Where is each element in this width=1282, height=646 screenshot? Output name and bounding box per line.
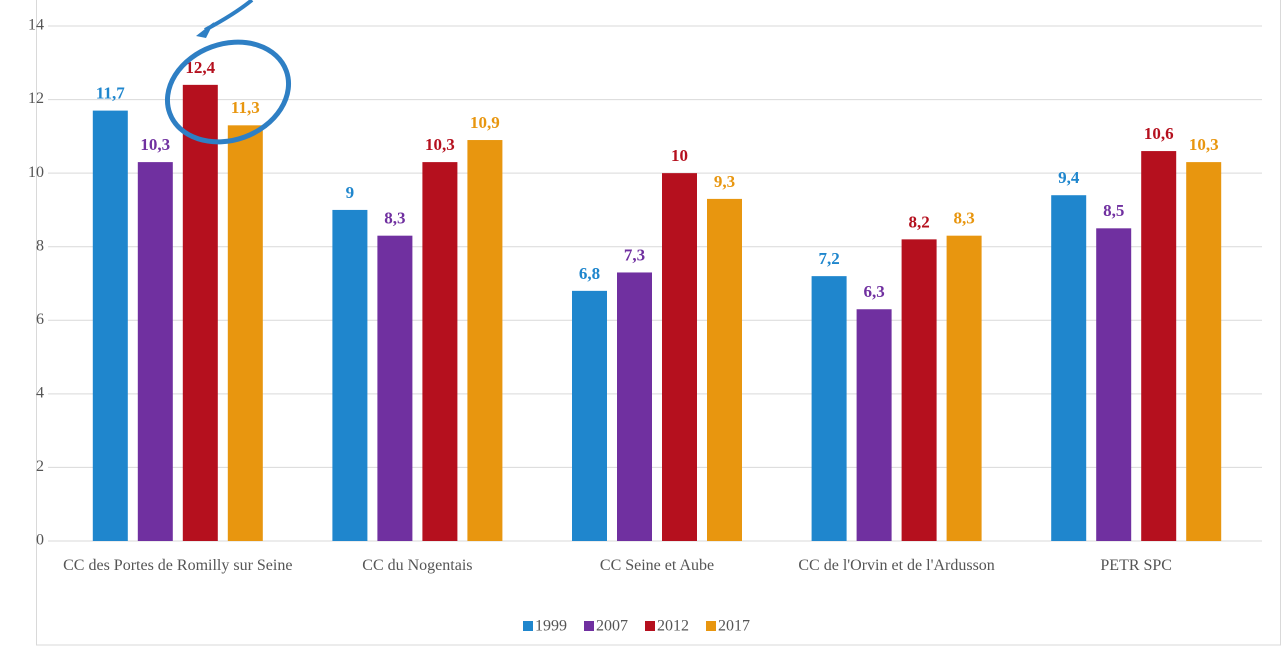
bar xyxy=(1186,162,1222,541)
legend-swatch xyxy=(523,621,533,631)
bar xyxy=(377,235,413,541)
y-tick-label: 0 xyxy=(36,532,44,549)
bar xyxy=(182,84,218,541)
y-tick-label: 2 xyxy=(36,458,44,475)
legend-swatch xyxy=(645,621,655,631)
chart-border xyxy=(36,0,1281,646)
x-tick-label: CC de l'Orvin et de l'Ardusson xyxy=(798,557,995,574)
bar xyxy=(467,140,503,542)
data-label: 10,3 xyxy=(140,135,170,154)
bar xyxy=(811,276,847,541)
bar xyxy=(901,239,937,541)
legend-label: 1999 xyxy=(535,618,567,635)
bar xyxy=(1141,151,1177,542)
data-label: 7,3 xyxy=(624,245,645,264)
arrow-head xyxy=(196,22,214,38)
bar xyxy=(856,309,892,541)
legend-swatch xyxy=(584,621,594,631)
data-label: 10,3 xyxy=(1189,135,1219,154)
legend-swatch xyxy=(706,621,716,631)
bar xyxy=(946,235,982,541)
legend-label: 2012 xyxy=(657,618,689,635)
bar xyxy=(617,272,652,541)
data-label: 8,3 xyxy=(384,209,405,228)
legend-label: 2007 xyxy=(596,618,628,635)
data-label: 10,9 xyxy=(470,113,500,132)
y-tick-label: 12 xyxy=(28,90,44,107)
data-label: 10 xyxy=(671,146,688,165)
plot: 0 2 4 6 8 10 12 14 11,7 10,3 12,4 11,3 9 8,3 10,3 10,9 6… xyxy=(28,17,1262,635)
bar xyxy=(572,290,607,541)
data-label: 9,4 xyxy=(1058,168,1080,187)
x-tick-label: CC des Portes de Romilly sur Seine xyxy=(63,557,293,574)
data-label: 12,4 xyxy=(185,58,215,77)
data-label: 10,6 xyxy=(1144,124,1174,143)
data-label: 11,7 xyxy=(96,84,125,103)
bar xyxy=(1051,195,1087,541)
bar xyxy=(137,162,173,541)
bar xyxy=(227,125,263,542)
highlight-ellipse xyxy=(164,39,292,145)
y-tick-label: 4 xyxy=(36,385,44,402)
y-tick-label: 6 xyxy=(36,311,44,328)
x-tick-label: CC du Nogentais xyxy=(362,557,473,574)
data-label: 8,2 xyxy=(908,212,929,231)
bar xyxy=(92,110,128,541)
y-tick-label: 8 xyxy=(36,237,44,254)
y-tick-label: 10 xyxy=(28,164,44,181)
bar xyxy=(422,162,458,541)
data-label: 9 xyxy=(346,183,355,202)
data-label: 9,3 xyxy=(714,172,735,191)
bar xyxy=(1096,228,1132,542)
x-tick-label: CC Seine et Aube xyxy=(599,557,715,574)
data-label: 8,3 xyxy=(953,209,974,228)
bar xyxy=(707,198,742,541)
data-label: 8,5 xyxy=(1103,201,1124,220)
data-label: 11,3 xyxy=(231,98,260,117)
y-tick-label: 14 xyxy=(28,17,44,34)
bar xyxy=(662,173,697,541)
x-tick-label: PETR SPC xyxy=(1100,557,1172,574)
data-label: 7,2 xyxy=(818,249,839,268)
bar xyxy=(332,209,368,541)
data-label: 6,8 xyxy=(579,264,600,283)
data-label: 10,3 xyxy=(425,135,455,154)
legend-label: 2017 xyxy=(718,618,750,635)
data-label: 6,3 xyxy=(863,282,884,301)
